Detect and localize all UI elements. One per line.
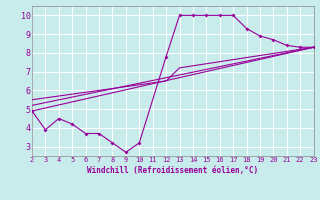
X-axis label: Windchill (Refroidissement éolien,°C): Windchill (Refroidissement éolien,°C) xyxy=(87,166,258,175)
